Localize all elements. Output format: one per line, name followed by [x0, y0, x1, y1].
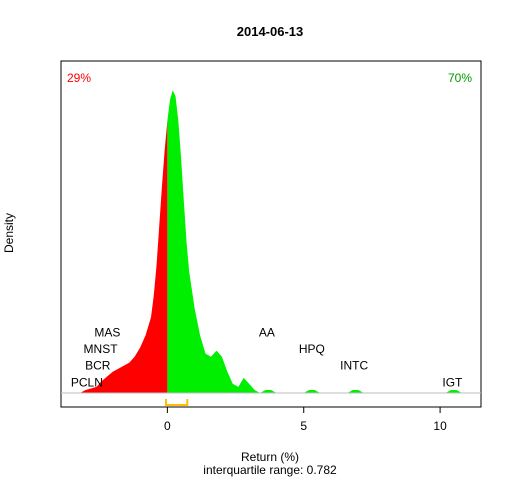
y-axis-label: Density — [2, 213, 16, 253]
stock-annotation: HPQ — [299, 342, 325, 356]
chart-title: 2014-06-13 — [237, 24, 304, 39]
iqr-bracket — [165, 399, 189, 406]
plot-box — [60, 60, 482, 408]
iqr-marker — [165, 399, 189, 406]
stock-annotation: INTC — [340, 359, 368, 373]
annotations: MAS MNST BCR PCLN AA HPQ INTC IGT — [71, 325, 463, 389]
stock-annotation: PCLN — [71, 375, 103, 389]
stock-annotation: MNST — [84, 342, 119, 356]
x-axis-label: Return (%) — [241, 450, 299, 464]
stock-annotation: AA — [259, 325, 275, 339]
negative-density-area — [80, 120, 168, 393]
x-axis: 0 5 10 — [164, 407, 447, 433]
chart-subtitle: interquartile range: 0.782 — [203, 463, 337, 477]
x-tick-label: 0 — [164, 419, 171, 433]
stock-annotation: BCR — [85, 359, 111, 373]
x-tick-label: 5 — [300, 419, 307, 433]
stock-annotation: MAS — [94, 325, 120, 339]
positive-share-label: 70% — [448, 71, 472, 85]
density-areas — [80, 90, 462, 393]
stock-annotation: IGT — [442, 375, 463, 389]
positive-density-area — [167, 90, 462, 393]
x-tick-label: 10 — [433, 419, 447, 433]
negative-share-label: 29% — [67, 71, 91, 85]
